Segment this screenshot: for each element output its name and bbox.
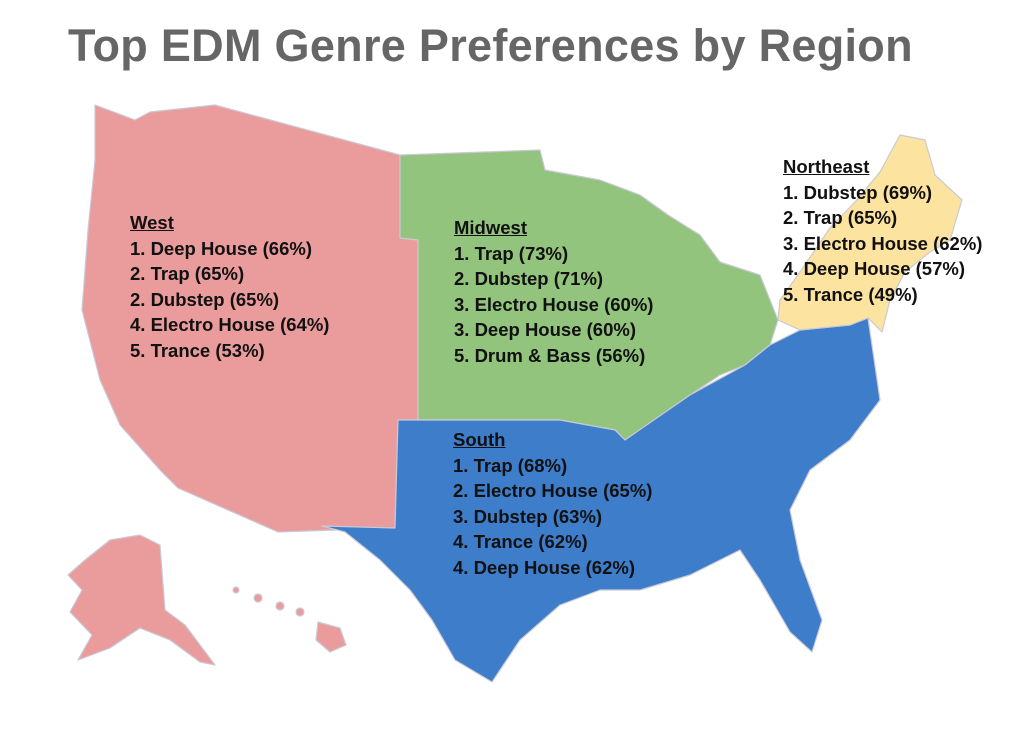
list-item: 5. Drum & Bass (56%) [454,344,646,366]
list-item: 3. Deep House (60%) [454,319,636,340]
region-south [321,317,881,683]
list-item: 1. Deep House (66%) [130,237,312,259]
list-item: 4. Deep House (57%) [783,258,965,279]
list-item: 1. Trap (68%) [453,454,568,476]
list-item: 5. Trance (53%) [130,339,265,361]
map-title: Top EDM Genre Preferences by Region [68,20,913,71]
alaska [67,534,216,666]
list-item: 2. Trap (65%) [783,207,898,228]
northeast-heading: Northeast [783,156,870,177]
list-item: 2. Electro House (65%) [453,480,653,501]
list-item: 3. Dubstep (63%) [453,505,603,527]
list-item: 2. Dubstep (71%) [454,268,604,289]
list-item: 4. Deep House (62%) [453,556,635,578]
list-item: 1. Dubstep (69%) [783,181,933,203]
south-heading: South [453,429,506,450]
list-item: 2. Trap (65%) [130,263,245,284]
west-label: West 1. Deep House (66%) 2. Trap (65%) 2… [130,210,329,363]
region-northeast [777,134,963,333]
midwest-heading: Midwest [454,217,527,238]
list-item: 4. Trance (62%) [453,531,588,552]
hawaii [232,586,347,653]
list-item: 3. Electro House (60%) [454,293,654,315]
list-item: 1. Trap (73%) [454,242,569,264]
list-item: 3. Electro House (62%) [783,232,983,254]
list-item: 5. Trance (49%) [783,283,918,305]
west-heading: West [130,212,174,233]
list-item: 4. Electro House (64%) [130,314,330,335]
south-label: South 1. Trap (68%) 2. Electro House (65… [453,427,652,580]
midwest-label: Midwest 1. Trap (73%) 2. Dubstep (71%) 3… [454,215,653,368]
list-item: 2. Dubstep (65%) [130,288,280,310]
northeast-label: Northeast 1. Dubstep (69%) 2. Trap (65%)… [783,154,982,307]
